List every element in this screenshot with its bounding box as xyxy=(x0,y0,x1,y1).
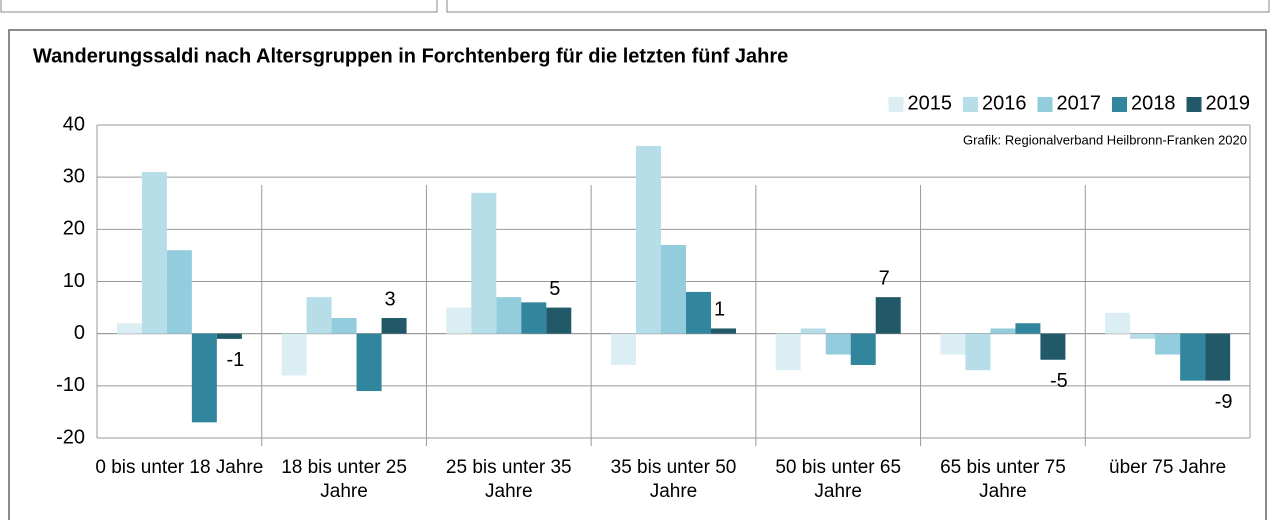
legend-swatch xyxy=(1112,97,1127,112)
y-tick-label: -10 xyxy=(56,374,85,396)
bar xyxy=(850,333,876,365)
bar xyxy=(990,328,1016,334)
x-tick-label: 35 bis unter 50 Jahre xyxy=(610,457,737,502)
bar xyxy=(611,333,636,365)
bar xyxy=(116,323,142,334)
bar xyxy=(940,333,966,355)
annotation: Grafik: Regionalverband Heilbronn-Franke… xyxy=(963,132,1247,147)
legend-swatch xyxy=(1186,97,1202,112)
legend-label: 2019 xyxy=(1206,92,1251,114)
top-box xyxy=(0,0,438,13)
bar xyxy=(141,171,167,334)
legend-label: 2018 xyxy=(1131,92,1176,114)
bar xyxy=(1130,333,1156,339)
chart-title: Wanderungssaldi nach Altersgruppen in Fo… xyxy=(33,45,788,67)
bar xyxy=(875,297,901,334)
bar xyxy=(356,333,382,392)
bar xyxy=(1040,333,1066,360)
bar xyxy=(496,297,522,334)
bar xyxy=(1205,333,1231,381)
y-tick-label: 20 xyxy=(63,218,85,240)
bar xyxy=(471,192,497,334)
bar xyxy=(686,291,711,334)
bar xyxy=(546,307,572,334)
bar xyxy=(1180,333,1206,381)
data-label: 7 xyxy=(879,267,890,289)
bar xyxy=(775,333,801,371)
legend-swatch xyxy=(888,97,904,112)
x-tick-label: 18 bis unter 25 Jahre xyxy=(281,457,407,502)
bar xyxy=(306,297,332,334)
bar xyxy=(800,328,826,334)
data-label: -5 xyxy=(1050,370,1068,392)
y-tick-label: 10 xyxy=(63,270,85,292)
bar xyxy=(281,333,307,376)
data-label: 5 xyxy=(549,278,560,300)
x-tick-label: 65 bis unter 75 Jahre xyxy=(940,457,1066,502)
bar xyxy=(636,145,661,334)
data-label: -9 xyxy=(1215,391,1233,413)
bar xyxy=(661,244,686,334)
bar xyxy=(166,250,192,334)
y-tick-label: 0 xyxy=(74,322,85,344)
bar xyxy=(1015,323,1041,334)
data-label: 3 xyxy=(385,288,396,310)
bar xyxy=(965,333,991,371)
bar xyxy=(331,318,357,334)
bar xyxy=(191,333,217,423)
legend-label: 2015 xyxy=(908,92,953,114)
y-tick-label: 30 xyxy=(63,165,85,187)
legend-swatch xyxy=(1037,97,1053,112)
x-tick-label: 50 bis unter 65 Jahre xyxy=(775,457,902,502)
bar xyxy=(711,328,736,334)
bar xyxy=(216,333,242,339)
bar xyxy=(825,333,851,355)
legend-swatch xyxy=(963,97,978,112)
bar xyxy=(446,307,472,334)
bar xyxy=(1155,333,1181,355)
y-tick-label: 40 xyxy=(63,113,85,135)
x-tick-label: 0 bis unter 18 Jahre xyxy=(95,457,264,478)
x-tick-label: 25 bis unter 35 Jahre xyxy=(445,457,572,502)
y-tick-label: -20 xyxy=(56,426,85,448)
data-label: 1 xyxy=(714,299,725,321)
x-tick-label: über 75 Jahre xyxy=(1109,457,1227,478)
top-box xyxy=(446,0,1270,13)
bar xyxy=(521,302,547,334)
legend-label: 2016 xyxy=(982,92,1027,114)
bar xyxy=(381,318,407,334)
data-label: -1 xyxy=(226,349,244,371)
bar xyxy=(1105,312,1131,334)
legend-label: 2017 xyxy=(1057,92,1102,114)
